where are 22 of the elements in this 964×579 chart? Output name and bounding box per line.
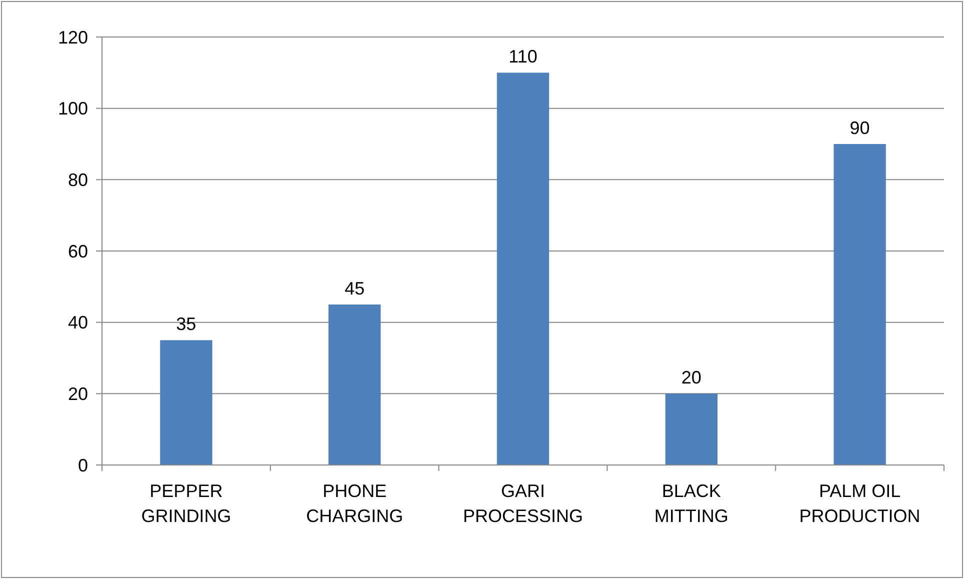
bar [160, 340, 212, 465]
y-tick-label: 20 [68, 384, 88, 404]
x-tick-label: PALM OIL PRODUCTION [799, 481, 920, 526]
y-tick-label: 60 [68, 241, 88, 262]
y-tick-label: 0 [78, 455, 88, 476]
y-tick-label: 100 [58, 98, 88, 119]
x-tick-label: PHONE CHARGING [306, 481, 404, 526]
data-label: 90 [850, 118, 870, 138]
data-label: 20 [681, 368, 702, 388]
x-tick-label: GARI PROCESSING [462, 481, 584, 526]
y-tick-label: 80 [68, 170, 88, 190]
x-tick-label: PEPPER GRINDING [141, 481, 232, 526]
bar [834, 144, 886, 465]
y-tick-label: 40 [68, 312, 88, 333]
bar [496, 72, 550, 465]
data-label: 45 [344, 278, 365, 298]
bar [328, 304, 381, 465]
bar [665, 394, 718, 465]
data-label: 35 [176, 314, 196, 334]
y-tick-label: 120 [58, 27, 88, 48]
x-tick-label: BLACK MITTING [654, 481, 728, 526]
data-label: 110 [508, 46, 538, 67]
